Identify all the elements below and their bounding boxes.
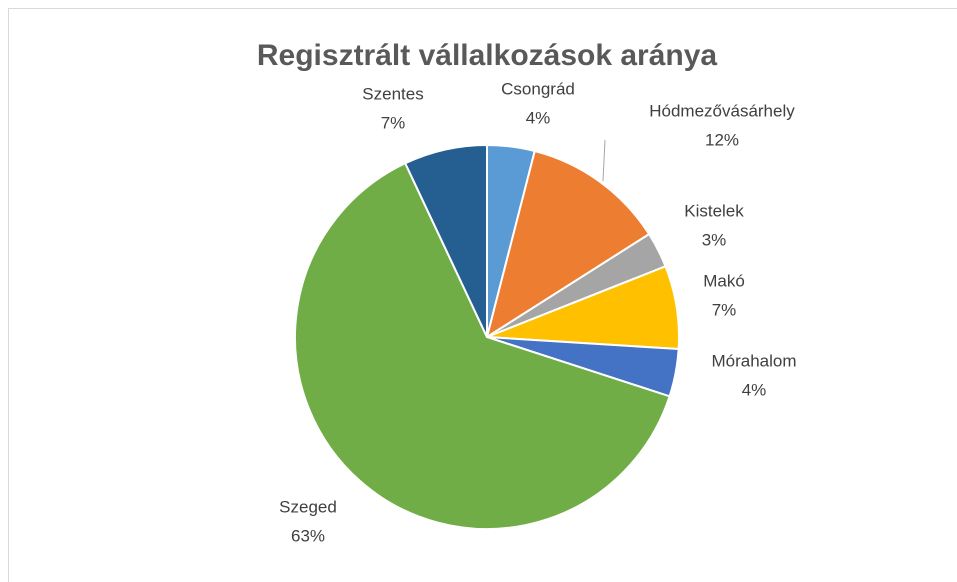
slice-value-label: 4%: [526, 108, 551, 127]
slice-value-label: 3%: [702, 230, 727, 249]
slice-label: Kistelek: [684, 201, 744, 220]
slice-value-label: 7%: [381, 113, 406, 132]
chart-title: Regisztrált vállalkozások aránya: [257, 39, 718, 72]
slice-value-label: 63%: [291, 526, 325, 545]
slice-label: Szentes: [362, 84, 423, 103]
pie-slice: [485, 149, 651, 340]
slice-label: Makó: [703, 271, 745, 290]
slice-label: Mórahalom: [711, 351, 796, 370]
slice-value-label: 12%: [705, 130, 739, 149]
pie-slice: [294, 161, 671, 530]
slice-label: Hódmezővásárhely: [649, 101, 795, 120]
slice-label: Csongrád: [501, 79, 575, 98]
slice-value-label: 7%: [712, 300, 737, 319]
slice-label: Szeged: [279, 497, 337, 516]
slice-value-label: 4%: [742, 380, 767, 399]
pie-slice: [403, 143, 488, 338]
leader-line: [602, 139, 606, 182]
